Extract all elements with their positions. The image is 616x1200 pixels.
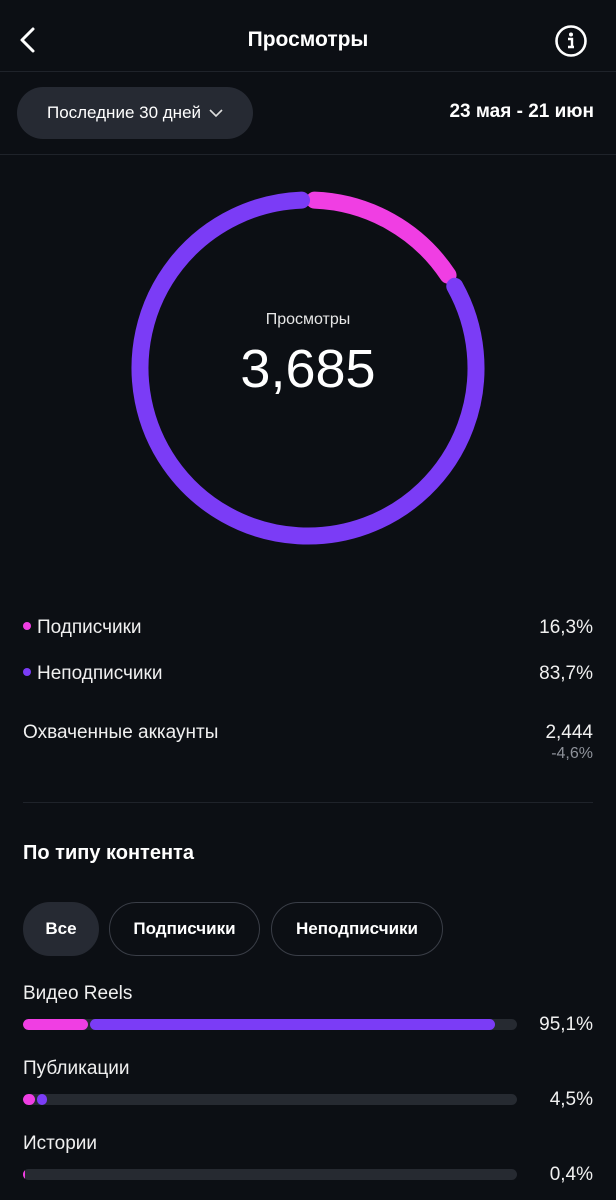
content-type-label: Видео Reels [23,983,133,1004]
info-icon[interactable] [554,24,588,58]
legend-non-followers: Неподписчики 83,7% [23,663,593,685]
back-icon[interactable] [14,24,44,56]
followers-dot [23,621,31,630]
views-total: 3,685 [240,339,376,399]
content-type-bar [23,1094,517,1105]
page-title: Просмотры [247,28,369,51]
non-followers-segment [90,1019,495,1030]
followers-arc [305,191,457,284]
legend-value: 16,3% [539,617,593,638]
chip-all[interactable]: Все [23,902,99,956]
reach-row: Охваченные аккаунты 2,444 [23,722,593,744]
followers-segment [23,1169,25,1180]
content-type-percent: 0,4% [549,1164,593,1185]
legend-followers: Подписчики 16,3% [23,617,593,639]
reach-label: Охваченные аккаунты [23,722,219,743]
chip-followers[interactable]: Подписчики [109,902,260,956]
divider [0,71,616,72]
views-donut-chart [131,191,485,545]
reach-value: 2,444 [545,722,593,743]
content-type-bar [23,1169,517,1180]
section-title: По типу контента [23,842,194,864]
divider [0,154,616,155]
content-type-bar [23,1019,517,1030]
period-label: Последние 30 дней [46,103,202,122]
content-type-percent: 4,5% [549,1089,593,1110]
reach-change: -4,6% [551,745,593,762]
period-dropdown[interactable]: Последние 30 дней [17,87,253,139]
donut-label: Просмотры [265,311,351,328]
content-type-percent: 95,1% [539,1014,593,1035]
chip-non-followers[interactable]: Неподписчики [271,902,443,956]
divider [23,802,593,803]
legend-label: Подписчики [37,617,142,638]
legend-label: Неподписчики [37,663,163,684]
non-followers-dot [23,667,31,676]
non-followers-segment [37,1094,48,1105]
followers-segment [23,1094,36,1105]
date-range: 23 мая - 21 июн [449,101,594,122]
non-followers-arc [131,191,485,545]
content-type-label: Публикации [23,1058,130,1079]
content-type-label: Истории [23,1133,98,1154]
chevron-down-icon [209,109,223,118]
followers-segment [23,1019,89,1030]
legend-value: 83,7% [539,663,593,684]
